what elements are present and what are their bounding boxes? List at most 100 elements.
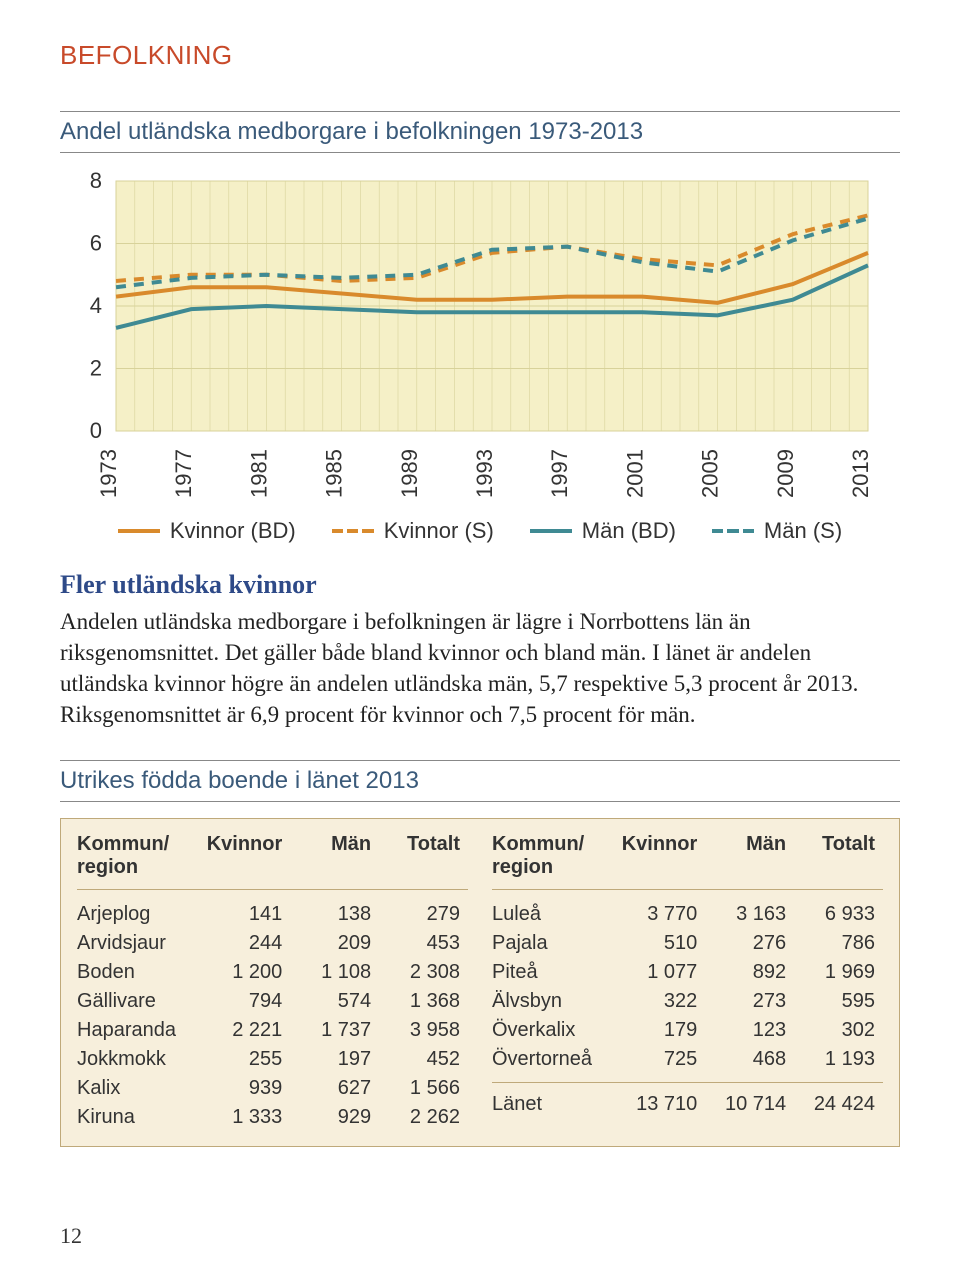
cell-value: 276 (705, 932, 794, 955)
table-row: Övertorneå7254681 193 (492, 1045, 883, 1074)
page-header-title: BEFOLKNING (60, 40, 900, 71)
cell-value: 197 (290, 1048, 379, 1071)
col-header-man: Män (290, 833, 379, 879)
svg-text:1985: 1985 (322, 449, 347, 498)
table-row: Jokkmokk255197452 (77, 1045, 468, 1074)
svg-text:2013: 2013 (848, 449, 873, 498)
table-row: Arvidsjaur244209453 (77, 929, 468, 958)
svg-text:1977: 1977 (171, 449, 196, 498)
legend-item: Män (S) (712, 518, 842, 544)
table-right-column: Kommun/ region Kvinnor Män Totalt Luleå3… (492, 833, 883, 1132)
cell-value: 2 308 (379, 961, 468, 984)
total-kvinnor: 13 710 (616, 1093, 705, 1116)
cell-region: Luleå (492, 903, 616, 926)
cell-value: 1 200 (201, 961, 290, 984)
cell-value: 179 (616, 1019, 705, 1042)
table-row: Kiruna1 3339292 262 (77, 1103, 468, 1132)
table-row: Boden1 2001 1082 308 (77, 958, 468, 987)
cell-region: Arjeplog (77, 903, 201, 926)
svg-text:2: 2 (90, 356, 102, 381)
table-row: Pajala510276786 (492, 929, 883, 958)
cell-value: 322 (616, 990, 705, 1013)
svg-text:2001: 2001 (622, 449, 647, 498)
col-header-totalt: Totalt (794, 833, 883, 879)
section-subhead: Fler utländska kvinnor (60, 570, 900, 600)
table-total-row: Länet 13 710 10 714 24 424 (492, 1082, 883, 1119)
cell-value: 2 221 (201, 1019, 290, 1042)
cell-value: 255 (201, 1048, 290, 1071)
cell-region: Piteå (492, 961, 616, 984)
cell-value: 892 (705, 961, 794, 984)
cell-value: 627 (290, 1077, 379, 1100)
table-row: Gällivare7945741 368 (77, 987, 468, 1016)
col-header-region: Kommun/ region (77, 833, 201, 879)
cell-region: Pajala (492, 932, 616, 955)
cell-value: 939 (201, 1077, 290, 1100)
cell-region: Jokkmokk (77, 1048, 201, 1071)
cell-value: 3 958 (379, 1019, 468, 1042)
cell-value: 510 (616, 932, 705, 955)
cell-region: Kiruna (77, 1106, 201, 1129)
col-header-kvinnor: Kvinnor (616, 833, 705, 879)
chart-container: 0246819731977198119851989199319972001200… (60, 171, 900, 506)
cell-value: 1 077 (616, 961, 705, 984)
col-header-region: Kommun/ region (492, 833, 616, 879)
svg-text:2009: 2009 (773, 449, 798, 498)
table-left-column: Kommun/ region Kvinnor Män Totalt Arjepl… (77, 833, 468, 1132)
cell-value: 138 (290, 903, 379, 926)
cell-value: 244 (201, 932, 290, 955)
chart-title: Andel utländska medborgare i befolkninge… (60, 111, 900, 153)
cell-region: Boden (77, 961, 201, 984)
cell-value: 453 (379, 932, 468, 955)
col-header-man: Män (705, 833, 794, 879)
table-row: Kalix9396271 566 (77, 1074, 468, 1103)
cell-value: 6 933 (794, 903, 883, 926)
col-header-totalt: Totalt (379, 833, 468, 879)
cell-value: 279 (379, 903, 468, 926)
cell-value: 141 (201, 903, 290, 926)
table-row: Piteå1 0778921 969 (492, 958, 883, 987)
cell-value: 209 (290, 932, 379, 955)
total-label: Länet (492, 1093, 616, 1116)
cell-value: 1 333 (201, 1106, 290, 1129)
cell-value: 1 737 (290, 1019, 379, 1042)
svg-text:2005: 2005 (698, 449, 723, 498)
svg-text:8: 8 (90, 171, 102, 193)
line-chart: 0246819731977198119851989199319972001200… (60, 171, 880, 501)
table-row: Älvsbyn322273595 (492, 987, 883, 1016)
svg-text:1989: 1989 (397, 449, 422, 498)
cell-value: 468 (705, 1048, 794, 1071)
cell-value: 786 (794, 932, 883, 955)
svg-text:1973: 1973 (96, 449, 121, 498)
table-row: Arjeplog141138279 (77, 900, 468, 929)
cell-value: 1 108 (290, 961, 379, 984)
cell-value: 929 (290, 1106, 379, 1129)
cell-region: Övertorneå (492, 1048, 616, 1071)
cell-value: 3 770 (616, 903, 705, 926)
cell-value: 1 193 (794, 1048, 883, 1071)
legend-item: Kvinnor (BD) (118, 518, 296, 544)
chart-legend: Kvinnor (BD)Kvinnor (S)Män (BD)Män (S) (60, 518, 900, 544)
total-totalt: 24 424 (794, 1093, 883, 1116)
cell-region: Haparanda (77, 1019, 201, 1042)
cell-value: 2 262 (379, 1106, 468, 1129)
page-number: 12 (60, 1223, 82, 1249)
table-row: Haparanda2 2211 7373 958 (77, 1016, 468, 1045)
col-header-kvinnor: Kvinnor (201, 833, 290, 879)
legend-label: Kvinnor (BD) (170, 518, 296, 544)
svg-text:6: 6 (90, 231, 102, 256)
legend-label: Män (BD) (582, 518, 676, 544)
data-table: Kommun/ region Kvinnor Män Totalt Arjepl… (60, 818, 900, 1147)
total-man: 10 714 (705, 1093, 794, 1116)
legend-label: Män (S) (764, 518, 842, 544)
svg-text:0: 0 (90, 418, 102, 443)
table-header-row: Kommun/ region Kvinnor Män Totalt (492, 833, 883, 890)
cell-value: 574 (290, 990, 379, 1013)
cell-value: 452 (379, 1048, 468, 1071)
table-title: Utrikes födda boende i länet 2013 (60, 760, 900, 802)
cell-value: 1 368 (379, 990, 468, 1013)
legend-swatch (530, 529, 572, 533)
body-paragraph: Andelen utländska medborgare i befolknin… (60, 606, 900, 730)
cell-value: 273 (705, 990, 794, 1013)
legend-swatch (332, 529, 374, 533)
